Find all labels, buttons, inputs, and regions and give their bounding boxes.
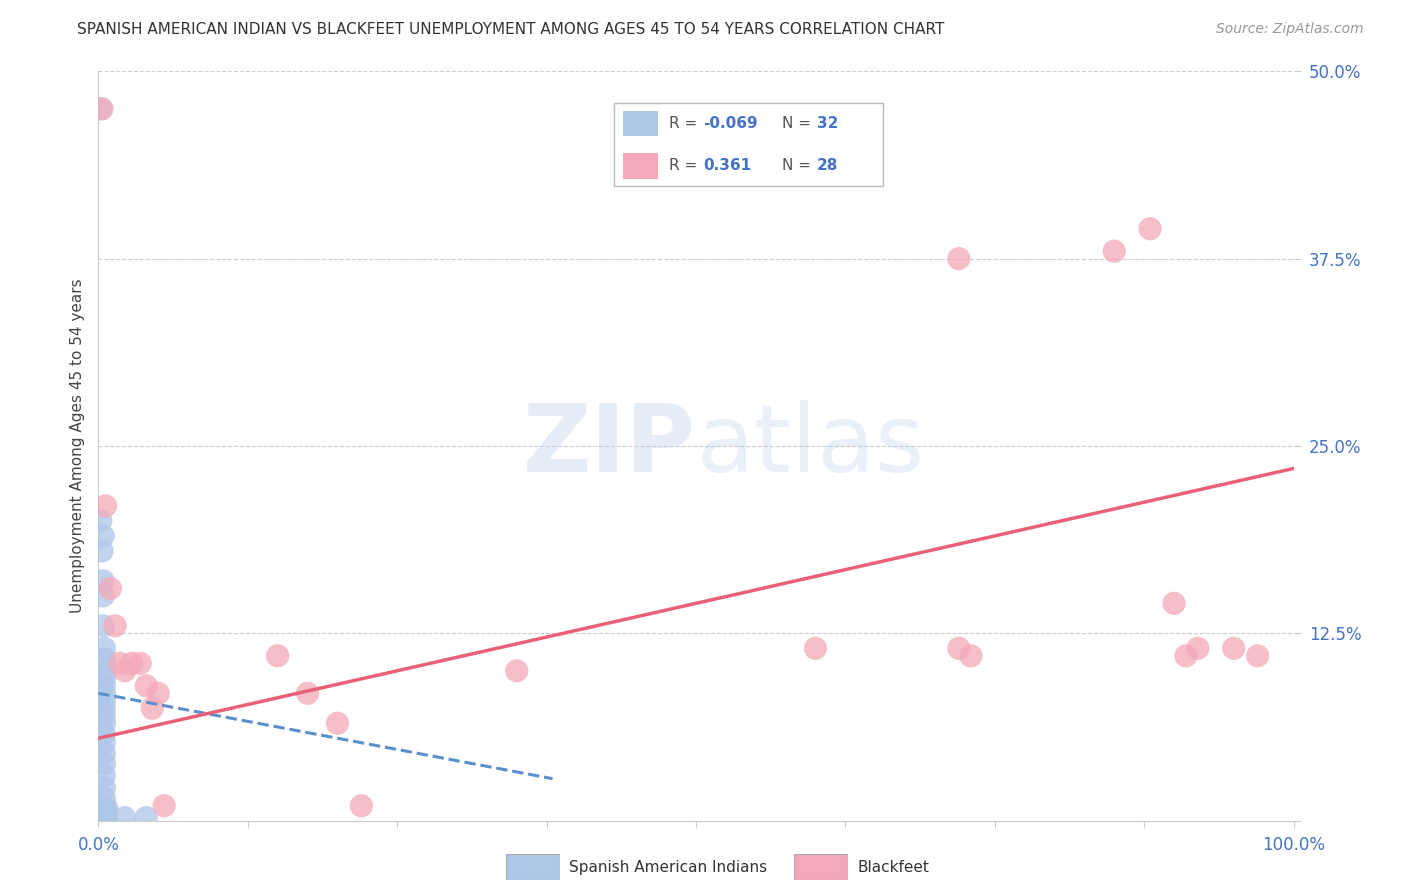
Point xyxy=(141,701,163,715)
Point xyxy=(91,102,114,116)
Point xyxy=(93,791,115,805)
Point xyxy=(93,708,115,723)
Point xyxy=(114,811,136,825)
Text: R =: R = xyxy=(669,158,703,173)
Point xyxy=(93,736,115,750)
Point xyxy=(94,802,117,816)
Text: Blackfeet: Blackfeet xyxy=(858,860,929,874)
Point xyxy=(93,780,115,795)
Point xyxy=(129,657,152,671)
Text: N =: N = xyxy=(782,158,815,173)
Point xyxy=(93,769,115,783)
Point xyxy=(90,102,112,116)
Point xyxy=(267,648,290,663)
Point xyxy=(1139,221,1161,235)
Text: Source: ZipAtlas.com: Source: ZipAtlas.com xyxy=(1216,22,1364,37)
Point xyxy=(93,716,115,731)
Point xyxy=(1163,596,1185,610)
Point xyxy=(350,798,373,813)
Point xyxy=(93,652,115,666)
Point xyxy=(93,701,115,715)
Point xyxy=(91,589,114,603)
Point xyxy=(98,582,122,596)
Point xyxy=(93,811,115,825)
Point xyxy=(506,664,529,678)
Point xyxy=(326,716,349,731)
Point xyxy=(1223,641,1246,656)
Text: N =: N = xyxy=(782,116,815,131)
Point xyxy=(93,664,115,678)
Text: 32: 32 xyxy=(817,116,838,131)
Text: Spanish American Indians: Spanish American Indians xyxy=(569,860,768,874)
Point xyxy=(114,664,136,678)
Point xyxy=(93,641,115,656)
Point xyxy=(804,641,827,656)
Text: R =: R = xyxy=(669,116,703,131)
Point xyxy=(96,802,118,816)
Bar xyxy=(623,153,658,178)
Point xyxy=(153,798,176,813)
Point xyxy=(948,252,970,266)
Point xyxy=(93,671,115,685)
Point xyxy=(1187,641,1209,656)
Point xyxy=(121,657,143,671)
Point xyxy=(297,686,319,700)
Point xyxy=(1247,648,1270,663)
FancyBboxPatch shape xyxy=(614,103,883,186)
Point xyxy=(1104,244,1126,259)
Point xyxy=(960,648,983,663)
Point xyxy=(93,756,115,771)
Point xyxy=(135,811,157,825)
Bar xyxy=(623,112,658,136)
Point xyxy=(108,657,131,671)
Point xyxy=(135,679,157,693)
Point xyxy=(91,544,114,558)
Point xyxy=(104,619,127,633)
Point xyxy=(91,574,114,588)
Point xyxy=(96,811,118,825)
Point xyxy=(93,694,115,708)
Text: 0.361: 0.361 xyxy=(703,158,752,173)
Text: SPANISH AMERICAN INDIAN VS BLACKFEET UNEMPLOYMENT AMONG AGES 45 TO 54 YEARS CORR: SPANISH AMERICAN INDIAN VS BLACKFEET UNE… xyxy=(77,22,945,37)
Point xyxy=(1175,648,1198,663)
Point xyxy=(948,641,970,656)
Point xyxy=(93,746,115,760)
Point xyxy=(90,514,112,528)
Text: atlas: atlas xyxy=(696,400,924,492)
Text: 28: 28 xyxy=(817,158,838,173)
Point xyxy=(94,499,117,513)
Point xyxy=(94,811,117,825)
Point xyxy=(93,727,115,741)
Point xyxy=(93,679,115,693)
Text: ZIP: ZIP xyxy=(523,400,696,492)
Point xyxy=(91,529,114,543)
Point xyxy=(93,686,115,700)
Text: -0.069: -0.069 xyxy=(703,116,758,131)
Point xyxy=(148,686,170,700)
Point xyxy=(91,619,114,633)
Point xyxy=(93,802,115,816)
Y-axis label: Unemployment Among Ages 45 to 54 years: Unemployment Among Ages 45 to 54 years xyxy=(69,278,84,614)
